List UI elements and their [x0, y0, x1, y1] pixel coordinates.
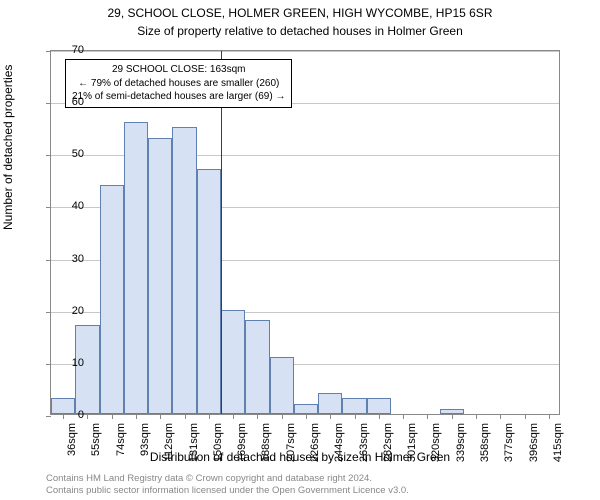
x-tick-mark	[306, 414, 307, 419]
x-tick-mark	[549, 414, 550, 419]
histogram-bar	[100, 185, 124, 414]
x-tick-label: 396sqm	[528, 423, 540, 462]
histogram-bar	[294, 404, 318, 414]
x-tick-label: 358sqm	[479, 423, 491, 462]
y-tick-mark	[46, 103, 51, 104]
x-tick-mark	[379, 414, 380, 419]
x-tick-mark	[209, 414, 210, 419]
x-tick-label: 377sqm	[503, 423, 515, 462]
histogram-bar	[245, 320, 269, 414]
chart-title-sub: Size of property relative to detached ho…	[0, 24, 600, 38]
y-tick-label: 70	[72, 44, 84, 56]
footer-line-2: Contains public sector information licen…	[46, 485, 409, 496]
x-tick-mark	[160, 414, 161, 419]
x-tick-mark	[525, 414, 526, 419]
annotation-line: ← 79% of detached houses are smaller (26…	[72, 77, 285, 91]
annotation-line: 21% of semi-detached houses are larger (…	[72, 90, 285, 104]
x-tick-label: 339sqm	[455, 423, 467, 462]
y-tick-mark	[46, 155, 51, 156]
x-tick-mark	[500, 414, 501, 419]
histogram-bar	[75, 325, 99, 414]
histogram-bar	[318, 393, 342, 414]
chart-title-main: 29, SCHOOL CLOSE, HOLMER GREEN, HIGH WYC…	[0, 6, 600, 20]
x-tick-mark	[257, 414, 258, 419]
x-tick-label: 263sqm	[358, 423, 370, 462]
x-tick-label: 244sqm	[333, 423, 345, 462]
histogram-bar	[270, 357, 294, 414]
y-tick-label: 50	[72, 148, 84, 160]
histogram-bar	[367, 398, 391, 414]
histogram-bar	[197, 169, 221, 414]
y-tick-mark	[46, 416, 51, 417]
grid-line	[51, 51, 559, 52]
histogram-bar	[148, 138, 172, 414]
y-tick-label: 60	[72, 96, 84, 108]
x-tick-label: 74sqm	[115, 423, 127, 456]
footer-line-1: Contains HM Land Registry data © Crown c…	[46, 473, 372, 484]
x-tick-label: 282sqm	[382, 423, 394, 462]
y-tick-mark	[46, 312, 51, 313]
y-tick-label: 30	[72, 253, 84, 265]
y-tick-mark	[46, 207, 51, 208]
x-tick-label: 36sqm	[66, 423, 78, 456]
x-tick-mark	[282, 414, 283, 419]
x-tick-mark	[403, 414, 404, 419]
y-axis-label: Number of detached properties	[1, 65, 15, 230]
x-tick-label: 93sqm	[139, 423, 151, 456]
x-tick-mark	[233, 414, 234, 419]
x-tick-label: 226sqm	[309, 423, 321, 462]
annotation-box: 29 SCHOOL CLOSE: 163sqm← 79% of detached…	[65, 59, 292, 108]
y-tick-mark	[46, 51, 51, 52]
y-tick-label: 0	[78, 409, 84, 421]
y-tick-mark	[46, 260, 51, 261]
x-tick-mark	[452, 414, 453, 419]
histogram-bar	[51, 398, 75, 414]
y-tick-label: 40	[72, 200, 84, 212]
x-tick-mark	[476, 414, 477, 419]
x-tick-label: 131sqm	[188, 423, 200, 462]
x-tick-mark	[185, 414, 186, 419]
histogram-bar	[124, 122, 148, 414]
y-tick-label: 20	[72, 305, 84, 317]
chart-plot-area: 29 SCHOOL CLOSE: 163sqm← 79% of detached…	[50, 50, 560, 415]
y-tick-label: 10	[72, 357, 84, 369]
x-tick-mark	[87, 414, 88, 419]
x-tick-label: 207sqm	[285, 423, 297, 462]
annotation-line: 29 SCHOOL CLOSE: 163sqm	[72, 63, 285, 77]
x-tick-mark	[330, 414, 331, 419]
x-tick-mark	[112, 414, 113, 419]
x-tick-mark	[136, 414, 137, 419]
histogram-bar	[342, 398, 366, 414]
x-tick-label: 169sqm	[236, 423, 248, 462]
x-tick-mark	[427, 414, 428, 419]
x-tick-label: 301sqm	[406, 423, 418, 462]
histogram-bar	[172, 127, 196, 414]
x-tick-label: 150sqm	[212, 423, 224, 462]
x-tick-label: 415sqm	[552, 423, 564, 462]
x-tick-mark	[63, 414, 64, 419]
y-tick-mark	[46, 364, 51, 365]
x-tick-mark	[355, 414, 356, 419]
histogram-bar	[221, 310, 245, 414]
x-tick-label: 55sqm	[90, 423, 102, 456]
x-tick-label: 112sqm	[163, 423, 175, 461]
x-tick-label: 188sqm	[260, 423, 272, 462]
x-tick-label: 320sqm	[430, 423, 442, 462]
